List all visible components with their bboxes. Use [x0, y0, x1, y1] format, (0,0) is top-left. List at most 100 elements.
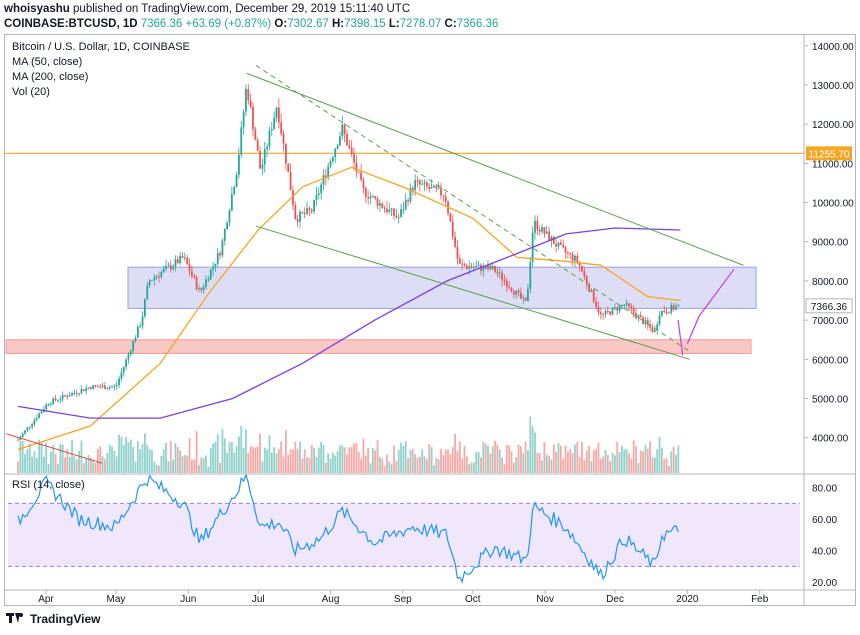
candle-body	[89, 387, 92, 390]
volume-bar	[64, 457, 66, 473]
candle-body	[449, 213, 452, 222]
volume-bar	[606, 454, 609, 473]
volume-bar	[383, 466, 386, 473]
volume-bar	[92, 459, 95, 473]
volume-bar	[118, 434, 120, 473]
legend-ma50[interactable]: MA (50, close)	[12, 56, 83, 68]
candle-body	[160, 272, 163, 277]
candle-body	[99, 386, 102, 388]
candle-body	[183, 257, 186, 259]
candle-body	[489, 265, 492, 270]
legend-ma200[interactable]: MA (200, close)	[12, 71, 89, 83]
legend-volume[interactable]: Vol (20)	[12, 86, 50, 98]
candle-body	[235, 174, 238, 187]
y-tick-label: 14000.00	[812, 42, 854, 53]
volume-bar	[329, 458, 332, 473]
volume-bar	[31, 456, 33, 473]
volume-bar	[129, 439, 132, 473]
author-name[interactable]: whoisyashu	[4, 3, 70, 15]
candle-body	[270, 129, 273, 131]
candle-body	[670, 305, 673, 313]
volume-bar	[421, 449, 424, 473]
volume-bar	[89, 457, 92, 473]
volume-bar	[198, 464, 200, 473]
volume-bar	[101, 456, 104, 473]
candle-body	[369, 196, 372, 199]
volume-bar	[280, 441, 283, 473]
candle-body	[501, 272, 503, 281]
candle-body	[496, 271, 499, 274]
rsi-tick-label: 20.00	[812, 578, 837, 589]
rsi-legend[interactable]: RSI (14, close)	[12, 479, 85, 491]
volume-bar	[57, 464, 59, 473]
volume-bar	[496, 444, 499, 473]
volume-bar	[505, 445, 508, 473]
volume-bar	[665, 457, 668, 473]
candle-body	[299, 211, 301, 222]
volume-bar	[672, 446, 675, 473]
candle-body	[407, 200, 409, 202]
candle-body	[47, 404, 50, 406]
volume-bar	[125, 436, 127, 473]
volume-bar	[96, 448, 99, 473]
candle-body	[73, 392, 76, 394]
candle-body	[216, 253, 219, 264]
candle-body	[604, 310, 607, 315]
volume-bar	[653, 457, 656, 473]
candle-body	[148, 280, 151, 286]
candle-body	[61, 394, 64, 400]
candle-body	[155, 276, 158, 278]
candle-body	[597, 306, 600, 313]
candle-body	[371, 196, 374, 198]
candle-body	[71, 393, 73, 396]
volume-bar	[153, 461, 156, 473]
candle-body	[280, 122, 283, 134]
volume-bar	[484, 443, 487, 473]
volume-bar	[151, 450, 153, 473]
candle-body	[362, 179, 365, 189]
volume-bar	[609, 461, 612, 473]
candle-body	[418, 180, 421, 185]
volume-bar	[491, 446, 494, 473]
volume-bar	[475, 451, 478, 473]
x-tick-label: 2020	[676, 594, 699, 605]
volume-bar	[306, 457, 308, 473]
last-price-badge: 7366.36	[811, 302, 848, 313]
price-chart[interactable]: 14000.00 13000.00 12000.00 11000.00 10000.00…	[0, 0, 860, 612]
volume-bar	[47, 464, 50, 473]
tradingview-branding[interactable]: TradingView	[6, 612, 100, 626]
volume-bar	[616, 441, 619, 473]
volume-bar	[26, 449, 29, 473]
volume-bar	[400, 442, 402, 473]
candle-body	[66, 395, 69, 397]
candle-body	[588, 284, 590, 292]
y-tick-label: 13000.00	[812, 81, 854, 92]
volume-bar	[268, 435, 271, 473]
candle-body	[618, 305, 621, 311]
volume-bar	[571, 453, 574, 473]
candle-body	[263, 148, 266, 165]
candle-body	[541, 227, 543, 232]
volume-group	[17, 416, 680, 473]
candle-body	[317, 193, 320, 195]
volume-bar	[578, 456, 581, 473]
candle-body	[468, 266, 471, 269]
volume-bar	[604, 449, 607, 473]
volume-bar	[635, 446, 637, 473]
volume-bar	[230, 442, 233, 473]
candle-body	[376, 198, 379, 206]
volume-bar	[447, 449, 449, 473]
volume-bar	[346, 454, 348, 473]
volume-bar	[364, 455, 367, 473]
candle-body	[341, 124, 344, 137]
volume-bar	[205, 455, 207, 473]
candle-body	[437, 187, 440, 189]
candle-body	[174, 259, 177, 267]
volume-bar	[644, 444, 647, 473]
candle-body	[397, 216, 400, 218]
volume-bar	[550, 459, 553, 473]
volume-bar	[165, 442, 167, 473]
candle-body	[630, 306, 633, 309]
volume-bar	[263, 447, 266, 473]
candle-body	[381, 203, 384, 208]
